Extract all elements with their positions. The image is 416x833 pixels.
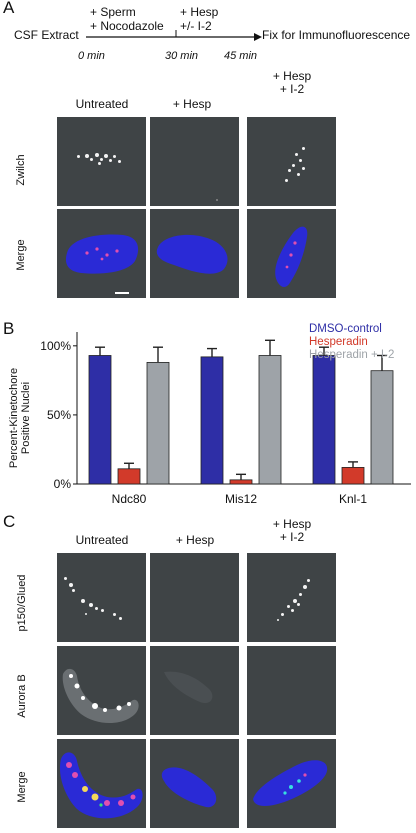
micrograph-p150-hesp <box>150 553 239 642</box>
micrograph-aurora-hesp <box>150 646 239 735</box>
scale-bar <box>115 292 129 294</box>
legend-entry: Hesperadin <box>309 336 368 348</box>
col-untreated-a: Untreated <box>75 97 129 111</box>
category-label: Mis12 <box>225 492 257 506</box>
bar-ndc80-1 <box>117 468 141 485</box>
timeline-end-label: Fix for Immunofluorescence <box>262 28 411 42</box>
y-tick-label: 50% <box>47 408 71 422</box>
micrograph-p150-hesp-i2 <box>247 553 336 642</box>
timeline-t1: 30 min <box>165 50 199 62</box>
micrograph-merge-a-hesp-i2 <box>247 209 336 298</box>
timeline-arrow <box>86 30 262 41</box>
y-tick-label: 100% <box>40 339 71 353</box>
panel-letter-c: C <box>3 512 16 531</box>
timeline-step1-label-2: + Nocodazole <box>90 19 164 33</box>
micrograph-zwilch-untreated <box>57 117 146 206</box>
col-hesp-i2-a: + Hesp + I-2 <box>272 69 312 96</box>
bar-chart: 0%50%100%Ndc80 Mis12 Knl-1DMSO-controlHesp… <box>40 323 411 506</box>
row-label-merge-a: Merge <box>15 239 27 271</box>
panel-letter-b: B <box>3 319 15 338</box>
micrograph-merge-c-hesp-i2 <box>247 739 336 828</box>
bar-mis12-2 <box>258 355 282 485</box>
panel-letter-a: A <box>3 0 15 17</box>
bar-mis12-1 <box>229 479 253 485</box>
col-hesp-c: + Hesp <box>175 533 215 547</box>
micrograph-merge-a-untreated <box>57 209 146 298</box>
legend-entry: Hesperadin + I-2 <box>309 349 394 361</box>
y-tick-label: 0% <box>54 477 72 491</box>
row-label-zwilch: Zwilch <box>15 154 27 186</box>
bar-knl-1-0 <box>312 355 336 485</box>
micrograph-aurora-hesp-i2 <box>247 646 336 735</box>
row-label-merge-c: Merge <box>16 771 28 803</box>
col-hesp-i2-c: + Hesp + I-2 <box>272 517 312 544</box>
bar-knl-1-2 <box>370 370 394 485</box>
bar-ndc80-2 <box>146 362 170 485</box>
category-label: Ndc80 <box>112 492 147 506</box>
bar-ndc80-0 <box>88 355 112 485</box>
category-label: Knl-1 <box>339 492 367 506</box>
legend-entry: DMSO-control <box>309 323 382 335</box>
micrograph-merge-c-untreated <box>57 739 146 828</box>
micrograph-merge-a-hesp <box>150 209 239 298</box>
timeline-step2-label-2: +/- I-2 <box>180 19 212 33</box>
micrograph-zwilch-hesp-i2 <box>247 117 336 206</box>
timeline-t0: 0 min <box>78 50 105 62</box>
bar-mis12-0 <box>200 356 224 485</box>
col-hesp-a: + Hesp <box>172 97 212 111</box>
row-label-aurora: Aurora B <box>16 674 28 718</box>
micrograph-merge-c-hesp <box>150 739 239 828</box>
micrograph-zwilch-hesp <box>150 117 239 206</box>
micrograph-p150-untreated <box>57 553 146 642</box>
timeline-t2: 45 min <box>224 50 258 62</box>
timeline-step1-label-1: + Sperm <box>90 5 136 19</box>
col-untreated-c: Untreated <box>75 533 129 547</box>
timeline-step2-label-1: + Hesp <box>180 5 219 19</box>
micrograph-aurora-untreated <box>57 646 146 735</box>
row-label-p150: p150/Glued <box>16 574 28 632</box>
timeline-start-label: CSF Extract <box>14 28 79 42</box>
bar-knl-1-1 <box>341 467 365 485</box>
